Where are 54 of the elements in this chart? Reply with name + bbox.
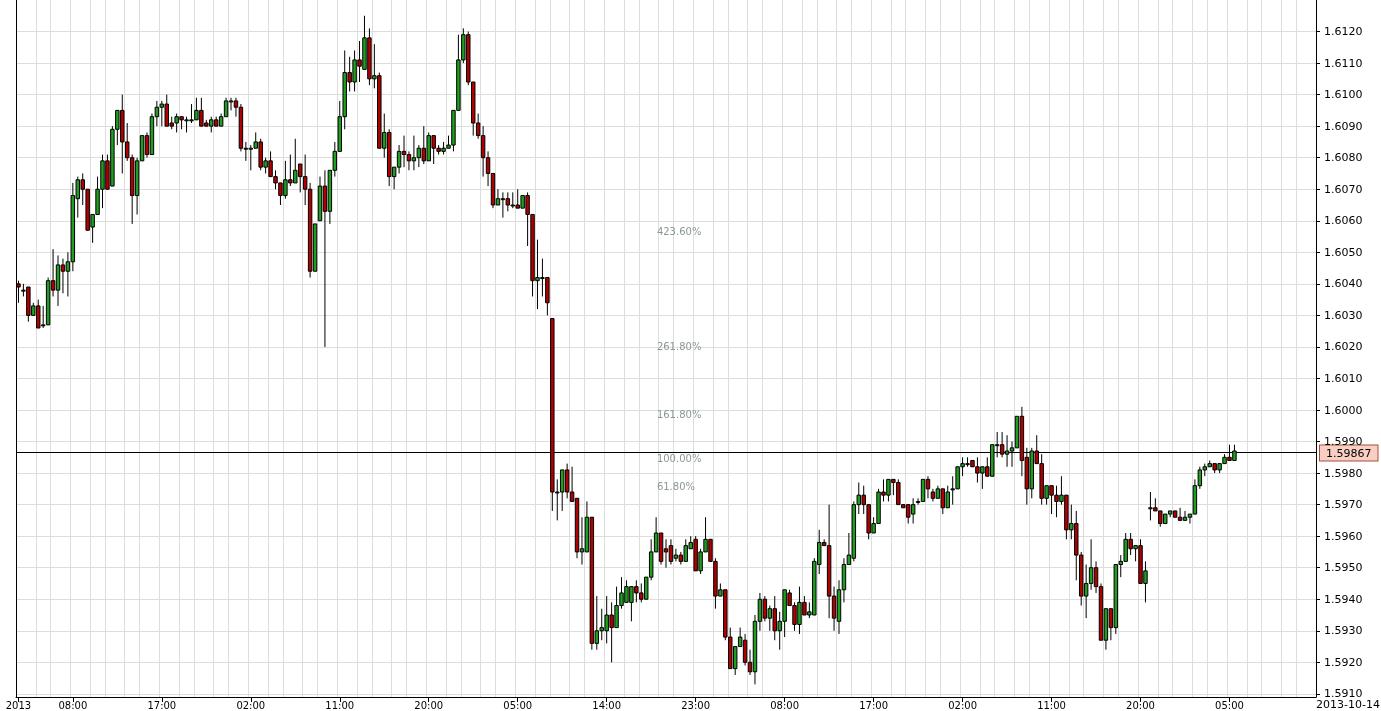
y-tick-label: 1.6050 [1324, 245, 1363, 259]
x-tick-label: 02:00 [236, 699, 266, 711]
y-tick-label: 1.5970 [1324, 498, 1363, 512]
x-tick-label: 02:00 [948, 699, 977, 711]
x-tick-label: 17:00 [147, 699, 177, 711]
y-tick-label: 1.5940 [1324, 592, 1363, 606]
x-tick-label: 05:00 [1215, 699, 1244, 711]
x-tick-label: 20:00 [414, 699, 444, 711]
x-tick-label: 11:00 [325, 699, 355, 711]
candlestick [920, 478, 926, 502]
annotation: 100.00% [656, 452, 702, 464]
y-tick-label: 1.5910 [1324, 687, 1363, 701]
y-tick-label: 1.6070 [1324, 182, 1363, 196]
x-tick-label: 20:00 [1126, 699, 1155, 711]
candlestick [500, 191, 506, 219]
y-tick-label: 1.5950 [1324, 561, 1363, 575]
candlestick [668, 538, 674, 566]
y-tick-label: 1.6030 [1324, 308, 1363, 322]
candlestick [60, 258, 66, 294]
y-tick-label: 1.5980 [1324, 466, 1363, 480]
text: 2013-10-14 [1316, 698, 1381, 711]
x-tick-label: 08:00 [770, 699, 800, 711]
y-tick-label: 1.6000 [1324, 403, 1363, 417]
x-tick-label: 11:00 [1037, 699, 1066, 711]
y-tick-label: 1.6080 [1324, 151, 1363, 165]
annotation: 423.60% [656, 225, 702, 237]
x-tick-label: 23:00 [681, 699, 711, 711]
candlestick [910, 497, 916, 525]
candlestick [564, 463, 570, 499]
x-tick-label: 14:00 [592, 699, 622, 711]
candlestick [673, 548, 679, 562]
y-tick-label: 1.5930 [1324, 624, 1363, 638]
y-tick-label: 1.6100 [1324, 88, 1363, 102]
y-tick-label: 1.5960 [1324, 529, 1363, 543]
x-tick-label: 17:00 [859, 699, 889, 711]
y-tick-label: 1.6040 [1324, 277, 1363, 291]
annotation: 161.80% [656, 408, 702, 420]
candlestick [396, 144, 402, 174]
candlestick [480, 125, 486, 178]
y-tick-label: 1.5990 [1324, 435, 1363, 449]
y-tick-label: 1.5920 [1324, 655, 1363, 669]
y-tick-label: 1.6010 [1324, 371, 1363, 385]
annotation: 61.80% [656, 480, 696, 492]
candlestick [762, 595, 768, 622]
x-tick-label: 05:00 [503, 699, 533, 711]
ref-line-label: 1.59867 [1326, 446, 1372, 460]
y-tick-label: 1.6090 [1324, 119, 1363, 133]
y-tick-label: 1.6020 [1324, 340, 1363, 354]
x-tick-label: 2013 [5, 699, 32, 711]
annotation: 261.80% [656, 340, 702, 352]
y-tick-label: 1.6120 [1324, 25, 1363, 39]
y-tick-label: 1.6060 [1324, 214, 1363, 228]
y-tick-label: 1.6110 [1324, 56, 1363, 70]
x-tick-label: 08:00 [58, 699, 88, 711]
